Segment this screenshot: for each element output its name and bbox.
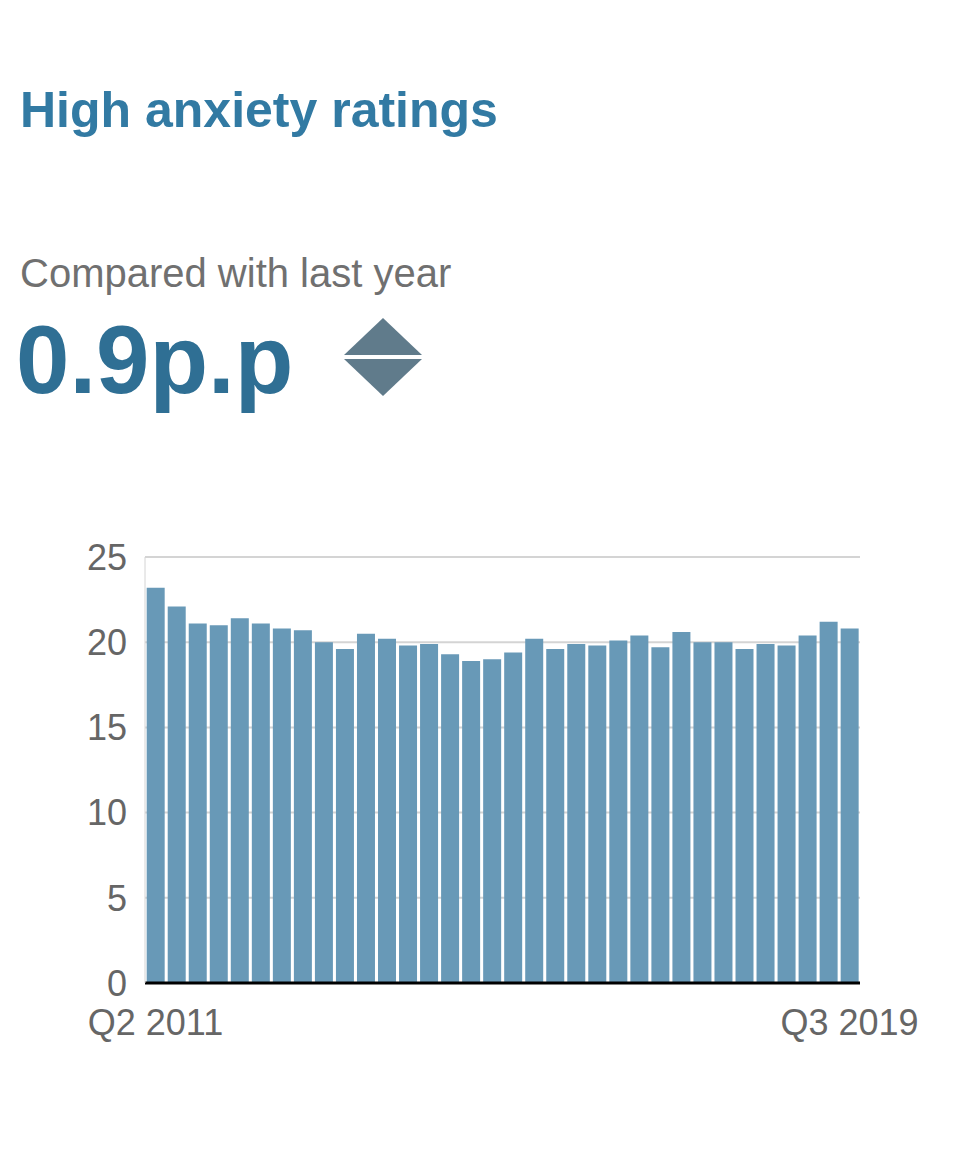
- svg-text:10: 10: [87, 792, 127, 833]
- svg-text:15: 15: [87, 707, 127, 748]
- svg-text:0: 0: [107, 963, 127, 1004]
- svg-text:Q2 2011: Q2 2011: [88, 1002, 223, 1043]
- svg-text:20: 20: [87, 622, 127, 663]
- html-text:Compared with last year: Compared with last year: [20, 251, 452, 295]
- html-text:0.9p.p: 0.9p.p: [16, 306, 294, 413]
- svg-text:25: 25: [87, 537, 127, 578]
- svg-text:5: 5: [107, 878, 127, 919]
- svg-text:Q3 2019: Q3 2019: [780, 1002, 918, 1043]
- html-text:High anxiety ratings: High anxiety ratings: [20, 82, 498, 138]
